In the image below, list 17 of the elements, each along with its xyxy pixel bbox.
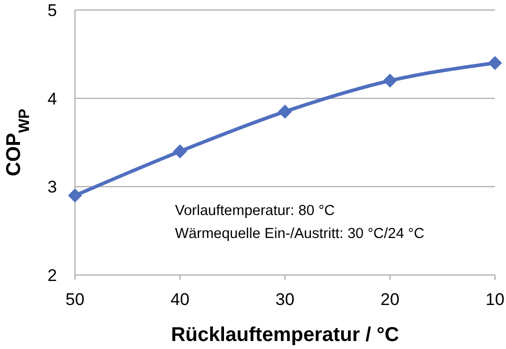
x-tick-label: 50 [66,290,84,309]
x-tick-label: 40 [170,290,190,309]
y-tick-label: 5 [48,1,57,20]
x-axis-title: Rücklauftemperatur / °C [170,324,400,346]
x-tick-label: 30 [276,290,294,309]
annotation: Wärmequelle Ein-/Austritt: 30 °C/24 °C [175,226,424,242]
annotation: Vorlauftemperatur: 80 °C [175,203,335,219]
x-tick-label: 20 [380,290,400,309]
x-tick-label: 10 [486,290,504,309]
y-tick-label: 4 [48,89,57,108]
y-tick-label: 3 [48,178,57,197]
point [383,74,397,88]
point [173,144,187,158]
point [278,104,292,119]
point [488,56,502,70]
y-tick-label: 2 [48,266,57,285]
point [68,188,82,202]
